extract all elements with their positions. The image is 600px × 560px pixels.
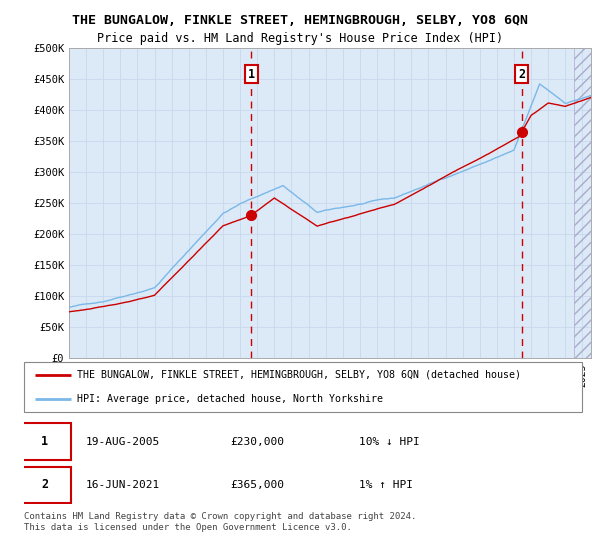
FancyBboxPatch shape	[19, 466, 71, 503]
Text: 2: 2	[518, 68, 526, 81]
Text: 16-JUN-2021: 16-JUN-2021	[85, 480, 160, 490]
Text: 1: 1	[41, 435, 49, 448]
Text: 1: 1	[247, 68, 254, 81]
Text: £230,000: £230,000	[230, 436, 284, 446]
Text: Contains HM Land Registry data © Crown copyright and database right 2024.
This d: Contains HM Land Registry data © Crown c…	[24, 512, 416, 532]
Text: THE BUNGALOW, FINKLE STREET, HEMINGBROUGH, SELBY, YO8 6QN (detached house): THE BUNGALOW, FINKLE STREET, HEMINGBROUG…	[77, 370, 521, 380]
Text: HPI: Average price, detached house, North Yorkshire: HPI: Average price, detached house, Nort…	[77, 394, 383, 404]
Text: 10% ↓ HPI: 10% ↓ HPI	[359, 436, 419, 446]
Text: Price paid vs. HM Land Registry's House Price Index (HPI): Price paid vs. HM Land Registry's House …	[97, 32, 503, 45]
FancyBboxPatch shape	[19, 423, 71, 460]
Text: £365,000: £365,000	[230, 480, 284, 490]
Bar	[574, 48, 591, 358]
FancyBboxPatch shape	[24, 362, 582, 412]
Text: 1% ↑ HPI: 1% ↑ HPI	[359, 480, 413, 490]
Text: 2: 2	[41, 478, 49, 492]
Text: THE BUNGALOW, FINKLE STREET, HEMINGBROUGH, SELBY, YO8 6QN: THE BUNGALOW, FINKLE STREET, HEMINGBROUG…	[72, 14, 528, 27]
Text: 19-AUG-2005: 19-AUG-2005	[85, 436, 160, 446]
Bar	[574, 48, 591, 358]
